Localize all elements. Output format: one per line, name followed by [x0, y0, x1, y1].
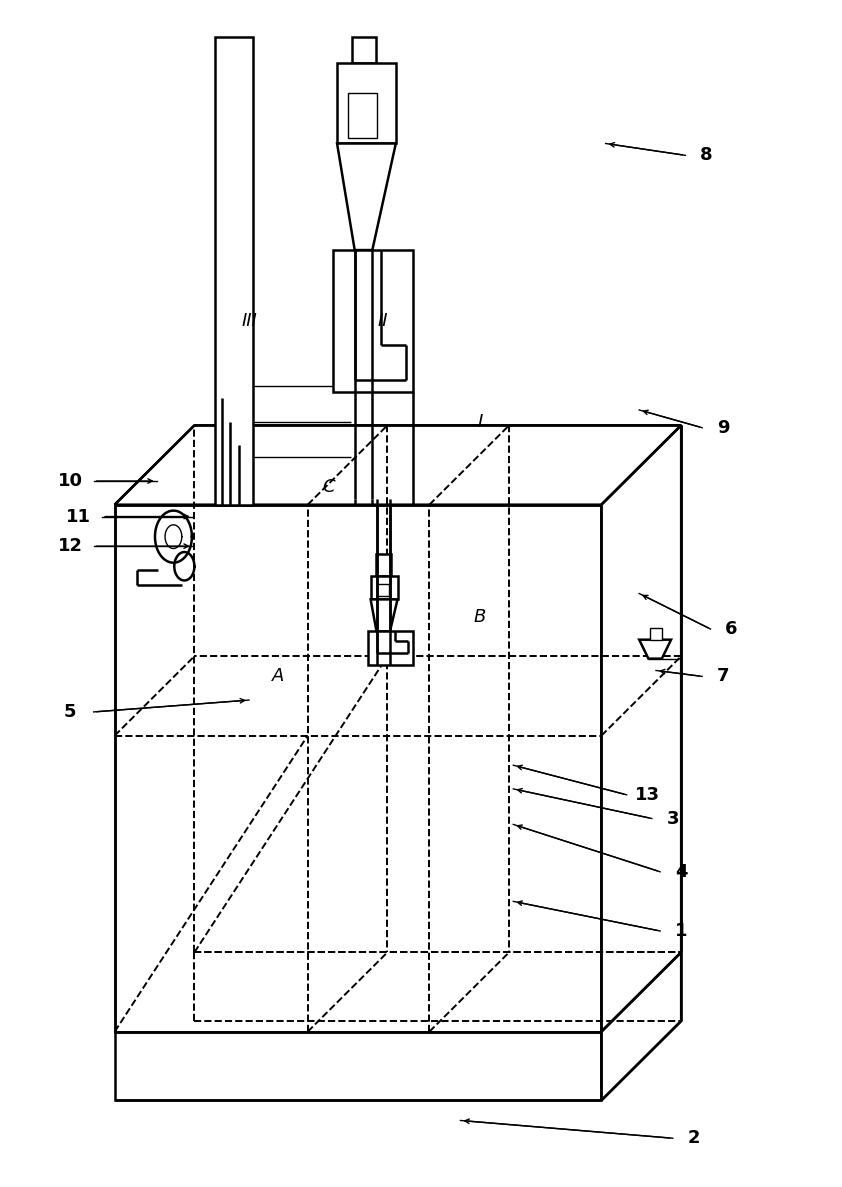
- Text: 4: 4: [675, 863, 687, 881]
- Polygon shape: [601, 952, 681, 1100]
- Text: A: A: [272, 667, 285, 685]
- Text: 7: 7: [717, 667, 729, 685]
- Text: 11: 11: [67, 508, 91, 526]
- Bar: [376, 554, 391, 576]
- Text: 10: 10: [58, 472, 83, 490]
- Bar: [370, 576, 397, 599]
- Polygon shape: [601, 425, 681, 1032]
- Text: C: C: [322, 478, 335, 496]
- Polygon shape: [333, 250, 413, 392]
- Bar: [376, 584, 389, 596]
- Text: 2: 2: [688, 1129, 700, 1148]
- Bar: [348, 93, 377, 138]
- Polygon shape: [115, 425, 681, 504]
- Polygon shape: [370, 599, 397, 631]
- Bar: [216, 37, 253, 504]
- Polygon shape: [639, 640, 671, 659]
- Text: B: B: [473, 608, 486, 627]
- Text: 13: 13: [635, 786, 660, 804]
- Polygon shape: [115, 504, 601, 1032]
- Polygon shape: [368, 631, 413, 665]
- Text: 9: 9: [717, 419, 729, 437]
- Polygon shape: [337, 144, 396, 250]
- Text: 5: 5: [64, 703, 77, 721]
- Text: 1: 1: [675, 922, 687, 940]
- Bar: [650, 628, 662, 640]
- Text: 8: 8: [700, 146, 712, 164]
- Text: 12: 12: [58, 538, 83, 556]
- Text: 3: 3: [667, 810, 679, 827]
- Text: II: II: [378, 312, 388, 330]
- Text: III: III: [241, 312, 257, 330]
- Bar: [115, 1032, 601, 1100]
- Text: 6: 6: [725, 620, 738, 639]
- Bar: [352, 37, 376, 63]
- Bar: [337, 63, 396, 144]
- Text: I: I: [477, 413, 482, 431]
